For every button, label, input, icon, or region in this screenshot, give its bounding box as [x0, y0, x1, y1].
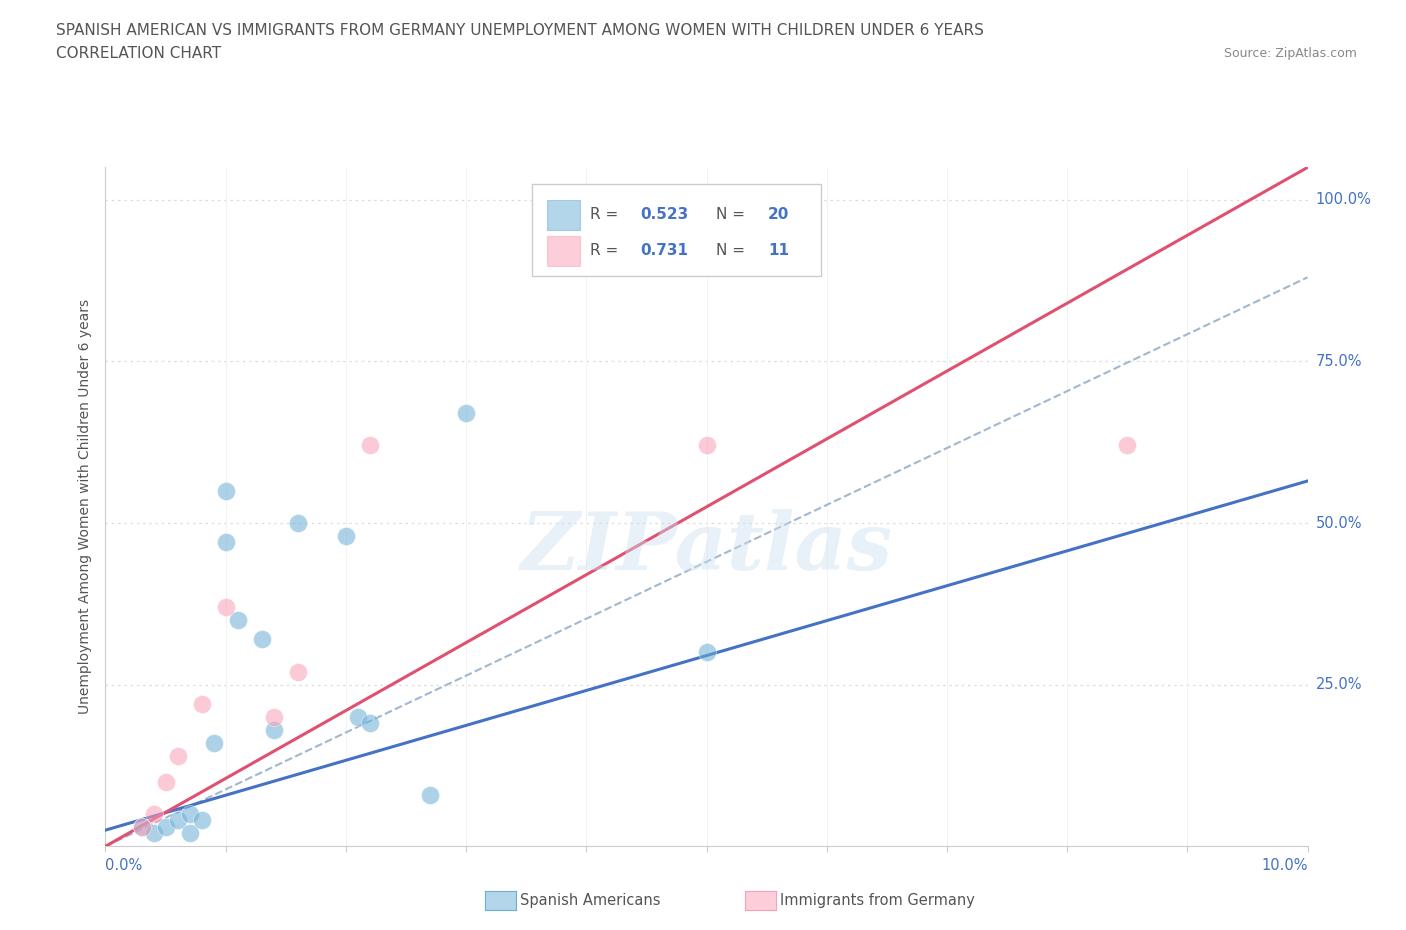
Text: R =: R = — [591, 244, 623, 259]
Text: CORRELATION CHART: CORRELATION CHART — [56, 46, 221, 61]
Text: 0.0%: 0.0% — [105, 857, 142, 872]
Text: 10.0%: 10.0% — [1261, 857, 1308, 872]
Text: N =: N = — [716, 207, 749, 222]
Bar — [547, 235, 581, 266]
Text: 0.523: 0.523 — [640, 207, 689, 222]
Bar — [547, 200, 581, 231]
Text: 50.0%: 50.0% — [1316, 515, 1362, 530]
Text: R =: R = — [591, 207, 623, 222]
Text: N =: N = — [716, 244, 749, 259]
Text: 75.0%: 75.0% — [1316, 354, 1362, 369]
Text: SPANISH AMERICAN VS IMMIGRANTS FROM GERMANY UNEMPLOYMENT AMONG WOMEN WITH CHILDR: SPANISH AMERICAN VS IMMIGRANTS FROM GERM… — [56, 23, 984, 38]
Text: Immigrants from Germany: Immigrants from Germany — [780, 893, 976, 908]
Text: Source: ZipAtlas.com: Source: ZipAtlas.com — [1223, 46, 1357, 60]
Text: 11: 11 — [768, 244, 789, 259]
Text: ZIPatlas: ZIPatlas — [520, 509, 893, 586]
Text: 20: 20 — [768, 207, 789, 222]
Y-axis label: Unemployment Among Women with Children Under 6 years: Unemployment Among Women with Children U… — [79, 299, 93, 714]
Text: 100.0%: 100.0% — [1316, 193, 1372, 207]
Text: Spanish Americans: Spanish Americans — [520, 893, 661, 908]
Text: 25.0%: 25.0% — [1316, 677, 1362, 692]
Text: 0.731: 0.731 — [640, 244, 689, 259]
FancyBboxPatch shape — [533, 184, 821, 276]
